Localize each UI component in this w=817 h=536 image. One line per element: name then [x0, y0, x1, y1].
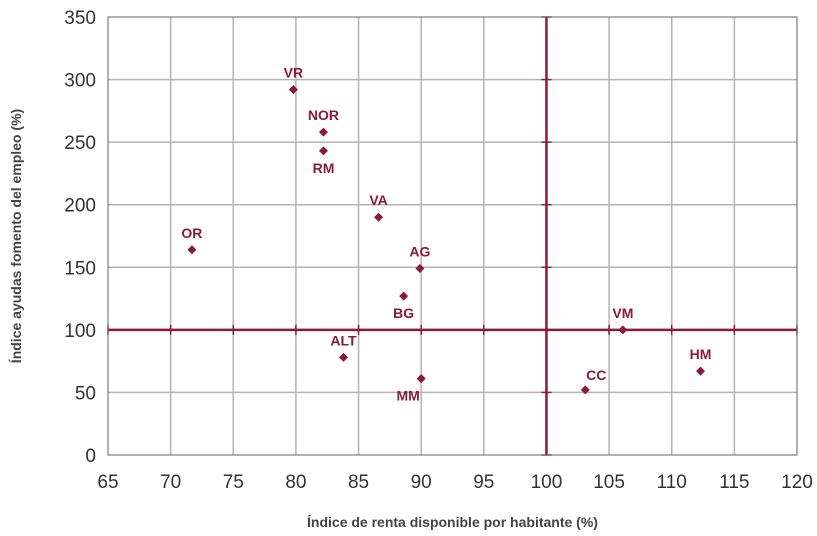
data-point — [415, 264, 425, 274]
y-tick-label: 0 — [85, 446, 96, 467]
axis-ticks: 65 70 75 80 85 90 95 100 105 110 115 120 0 50 100 150 20… — [64, 8, 813, 493]
data-point — [288, 85, 298, 95]
point-label: CC — [586, 367, 606, 383]
data-point — [696, 366, 706, 376]
x-tick-label: 75 — [223, 472, 244, 493]
point-labels: VR NOR RM VA OR AG BG ALT MM VM HM CC — [181, 65, 711, 404]
x-tick-label: 70 — [160, 472, 181, 493]
data-point — [318, 127, 328, 137]
plot-area-frame — [107, 16, 798, 456]
point-label: AG — [409, 244, 430, 260]
y-tick-label: 200 — [64, 196, 96, 217]
x-tick-label: 100 — [531, 472, 563, 493]
point-label: BG — [393, 305, 414, 321]
data-point — [399, 291, 409, 301]
x-tick-label: 90 — [411, 472, 432, 493]
data-point — [580, 385, 590, 395]
y-tick-label: 350 — [64, 8, 96, 29]
y-tick-label: 150 — [64, 258, 96, 279]
point-label: VR — [284, 65, 303, 81]
y-axis-title: Índice ayudas fomento del empleo (%) — [8, 109, 24, 363]
y-tick-label: 100 — [64, 321, 96, 342]
point-label: MM — [397, 388, 420, 404]
y-tick-label: 50 — [75, 383, 96, 404]
reference-lines — [107, 16, 798, 456]
x-axis-title: Índice de renta disponible por habitante… — [307, 514, 598, 530]
point-label: RM — [313, 160, 335, 176]
x-tick-label: 105 — [593, 472, 625, 493]
data-point — [318, 146, 328, 156]
point-label: HM — [690, 346, 712, 362]
x-tick-label: 110 — [657, 472, 687, 493]
x-tick-label: 95 — [473, 472, 494, 493]
grid-lines — [108, 17, 797, 455]
data-point — [416, 374, 426, 384]
point-label: OR — [181, 225, 202, 241]
point-label: VM — [612, 305, 633, 321]
x-tick-label: 115 — [719, 472, 749, 493]
point-label: NOR — [308, 107, 339, 123]
data-point — [374, 212, 384, 222]
data-point — [187, 245, 197, 255]
y-tick-label: 250 — [64, 133, 96, 154]
data-point — [339, 352, 349, 362]
point-label: ALT — [330, 332, 357, 348]
y-tick-label: 300 — [64, 71, 96, 92]
x-tick-label: 85 — [348, 472, 369, 493]
x-tick-label: 80 — [285, 472, 306, 493]
x-tick-label: 65 — [97, 472, 118, 493]
data-point — [618, 325, 628, 335]
x-tick-label: 120 — [781, 472, 813, 493]
data-points — [187, 85, 706, 395]
point-label: VA — [369, 192, 387, 208]
